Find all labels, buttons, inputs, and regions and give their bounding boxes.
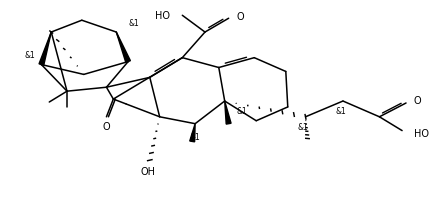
Polygon shape [39, 33, 51, 66]
Text: &1: &1 [335, 107, 346, 116]
Text: O: O [237, 12, 244, 22]
Text: &1: &1 [25, 51, 35, 60]
Polygon shape [190, 124, 195, 142]
Text: OH: OH [140, 166, 155, 176]
Text: &1: &1 [190, 132, 200, 141]
Text: &1: &1 [237, 107, 247, 116]
Polygon shape [116, 33, 130, 63]
Text: O: O [103, 121, 110, 131]
Text: &1: &1 [128, 19, 139, 28]
Text: O: O [414, 96, 421, 105]
Text: &1: &1 [298, 123, 308, 131]
Polygon shape [225, 102, 231, 124]
Text: HO: HO [414, 128, 429, 138]
Text: HO: HO [154, 11, 169, 21]
